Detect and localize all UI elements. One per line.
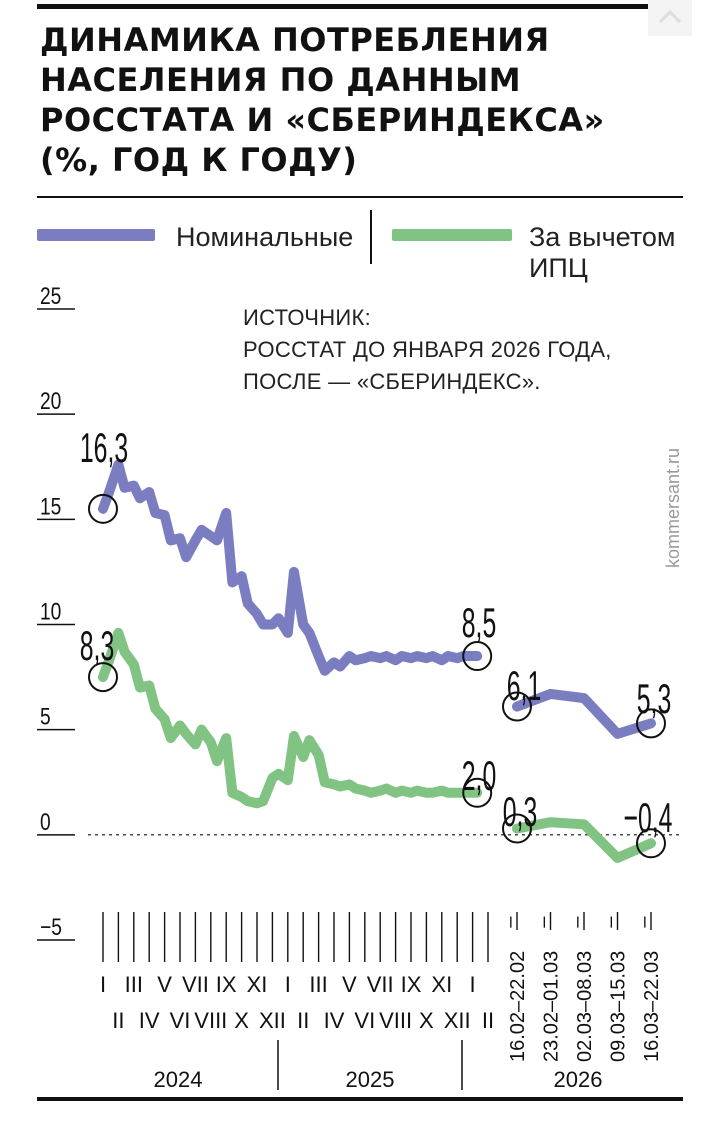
marker-real-week-end <box>636 828 666 859</box>
share-corner-icon[interactable] <box>648 0 692 36</box>
series-line-nominal <box>98 459 483 676</box>
marker-real-end <box>462 777 493 808</box>
label-nominal-start: 16,3 <box>80 425 128 471</box>
month-label-even: IV <box>139 1008 160 1033</box>
label-nominal-week-start: 6,1 <box>507 663 541 709</box>
title-line-2: НАСЕЛЕНИЯ ПО ДАННЫМ <box>40 61 522 99</box>
source-note: ИСТОЧНИК: РОССТАТ ДО ЯНВАРЯ 2026 ГОДА, П… <box>243 302 612 398</box>
y-tick-label: −5 <box>40 913 62 941</box>
month-label-odd: I <box>470 972 476 997</box>
week-label-dash: – <box>600 916 622 928</box>
month-label-odd: IX <box>216 972 237 997</box>
legend-swatch-real <box>392 229 512 241</box>
month-label-odd: VII <box>182 972 209 997</box>
month-label-odd: XI <box>431 972 452 997</box>
source-line-3: ПОСЛЕ — «СБЕРИНДЕКС». <box>243 369 541 394</box>
week-label-dash: – <box>566 916 588 928</box>
month-label-odd: III <box>125 972 143 997</box>
label-real-week-end: −0,4 <box>624 795 673 841</box>
week-label-dash: – <box>499 916 521 928</box>
marker-real-week-start <box>502 813 532 844</box>
marker-nominal-start <box>88 493 118 524</box>
bottom-rule <box>37 1097 683 1101</box>
year-label: 2026 <box>554 1067 603 1092</box>
month-label-odd: I <box>100 972 106 997</box>
label-real-start: 8,3 <box>80 623 114 669</box>
month-label-even: II <box>482 1008 494 1033</box>
month-label-odd: III <box>309 972 327 997</box>
y-tick-label: 0 <box>40 808 51 836</box>
legend-label-real-line1: За вычетом <box>529 222 676 252</box>
y-tick-label: 15 <box>40 492 61 520</box>
year-label: 2024 <box>154 1067 203 1092</box>
marker-nominal-week-end <box>636 708 666 739</box>
month-label-even: VIII <box>194 1008 227 1033</box>
legend-divider <box>370 210 372 264</box>
month-label-even: XII <box>259 1008 286 1033</box>
month-label-even: XII <box>444 1008 471 1033</box>
month-label-odd: V <box>342 972 357 997</box>
month-label-even: II <box>297 1008 309 1033</box>
week-label: 09.03–15.03 <box>608 951 630 1062</box>
y-tick-label: 5 <box>40 703 51 731</box>
month-label-even: VI <box>170 1008 191 1033</box>
week-label-dash: – <box>533 916 555 928</box>
y-tick-label: 10 <box>40 597 61 625</box>
label-nominal-end: 8,5 <box>462 600 496 646</box>
source-line-1: ИСТОЧНИК: <box>243 305 372 330</box>
label-real-week-start: 0,3 <box>503 789 537 835</box>
weekly-line-nominal <box>512 688 656 739</box>
month-label-even: II <box>112 1008 124 1033</box>
top-rule <box>37 4 683 9</box>
marker-real-start <box>88 662 118 693</box>
legend-swatch-nominal <box>37 229 155 241</box>
month-label-odd: I <box>285 972 291 997</box>
legend-label-real: За вычетом ИПЦ <box>529 222 675 284</box>
month-label-even: IV <box>324 1008 345 1033</box>
month-label-even: VIII <box>379 1008 412 1033</box>
year-label: 2025 <box>346 1067 395 1092</box>
y-tick-label: 25 <box>40 282 61 310</box>
month-label-odd: XI <box>247 972 268 997</box>
label-real-end: 2,0 <box>462 753 496 799</box>
month-label-odd: VII <box>367 972 394 997</box>
month-label-even: X <box>234 1008 249 1033</box>
title-line-1: ДИНАМИКА ПОТРЕБЛЕНИЯ <box>40 21 550 59</box>
title-line-3: РОССТАТА И «СБЕРИНДЕКСА» <box>40 101 605 139</box>
month-label-odd: V <box>157 972 172 997</box>
weekly-line-real <box>512 817 656 863</box>
title-line-4: (%, ГОД К ГОДУ) <box>40 141 358 179</box>
series-line-real <box>98 627 483 809</box>
marker-nominal-end <box>462 641 493 672</box>
week-label: 16.02–22.02 <box>507 951 529 1062</box>
week-label: 16.03–22.03 <box>641 951 663 1062</box>
week-label: 23.02–01.03 <box>541 951 563 1062</box>
month-label-odd: IX <box>401 972 422 997</box>
y-tick-label: 20 <box>40 387 61 415</box>
week-label: 02.03–08.03 <box>574 951 596 1062</box>
month-label-even: X <box>419 1008 434 1033</box>
title-rule <box>37 196 683 198</box>
label-nominal-week-end: 5,3 <box>637 676 671 722</box>
marker-nominal-week-start <box>502 691 532 722</box>
week-label-dash: – <box>633 916 655 928</box>
source-line-2: РОССТАТ ДО ЯНВАРЯ 2026 ГОДА, <box>243 337 612 362</box>
month-label-even: VI <box>354 1008 375 1033</box>
legend-label-nominal: Номинальные <box>176 222 354 252</box>
chart-title: ДИНАМИКА ПОТРЕБЛЕНИЯ НАСЕЛЕНИЯ ПО ДАННЫМ… <box>40 20 660 180</box>
legend-label-real-line2: ИПЦ <box>529 253 588 283</box>
